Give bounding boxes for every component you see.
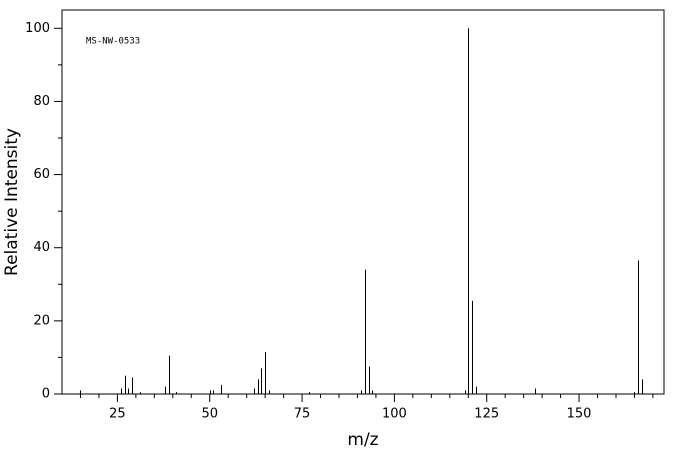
x-tick-label: 75 xyxy=(294,407,311,422)
y-tick-label: 20 xyxy=(33,313,50,328)
x-tick-label: 150 xyxy=(567,407,592,422)
x-tick-label: 50 xyxy=(201,407,218,422)
x-axis-label: m/z xyxy=(347,430,378,450)
plot-frame xyxy=(61,9,665,395)
x-tick-label: 125 xyxy=(474,407,499,422)
x-tick-label: 100 xyxy=(382,407,407,422)
y-axis-label: Relative Intensity xyxy=(2,128,22,276)
x-tick-label: 25 xyxy=(109,407,126,422)
y-tick-label: 0 xyxy=(42,387,50,402)
y-tick-label: 80 xyxy=(33,94,50,109)
y-tick-label: 100 xyxy=(25,21,50,36)
y-tick-label: 40 xyxy=(33,240,50,255)
y-tick-label: 60 xyxy=(33,167,50,182)
annotation: MS-NW-0533 xyxy=(86,37,140,47)
